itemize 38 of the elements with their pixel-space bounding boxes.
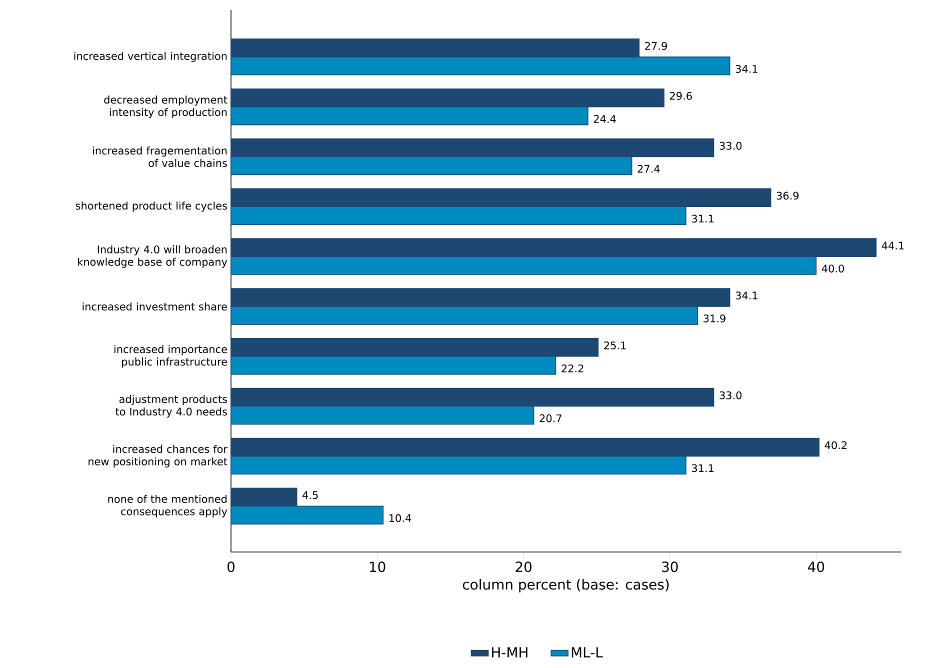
data-label: 29.6 — [670, 92, 692, 100]
x-tick-label: 30 — [662, 562, 678, 572]
y-tick-label: shortened product life cycles — [76, 202, 227, 212]
data-label: 31.1 — [692, 464, 714, 472]
data-label: 33.0 — [720, 391, 742, 400]
y-tick-label: Industry 4.0 will broaden knowledge base of company — [78, 245, 228, 268]
data-label: 44.1 — [882, 242, 904, 250]
data-label: 34.1 — [736, 64, 758, 73]
y-tick-label: increased chances for new positioning on market — [88, 444, 228, 468]
x-tick-label: 10 — [370, 562, 386, 572]
x-tick-label: 0 — [227, 562, 235, 572]
data-label: 31.9 — [704, 314, 726, 322]
data-label: 40.0 — [822, 264, 844, 272]
data-label: 25.1 — [604, 341, 626, 350]
data-label: 27.9 — [645, 42, 667, 50]
y-tick-label: none of the mentioned consequences apply — [108, 494, 228, 518]
data-label: 4.5 — [302, 491, 318, 499]
legend-label: ML-L — [572, 647, 603, 658]
legend-label: H-MH — [492, 647, 528, 658]
data-label: 22.2 — [562, 364, 584, 372]
data-label: 10.4 — [389, 514, 412, 522]
data-label: 33.0 — [720, 142, 742, 150]
data-label: 40.2 — [824, 441, 847, 450]
y-tick-label: adjustment products to Industry 4.0 needs — [116, 394, 227, 418]
y-tick-label: increased investment share — [82, 302, 227, 310]
y-tick-label: increased vertical integration — [74, 52, 227, 62]
x-axis-title: column percent (base: cases) — [462, 578, 669, 592]
y-tick-label: decreased employment intensity of production — [104, 96, 228, 118]
x-tick-label: 20 — [516, 562, 532, 572]
x-tick-label: 40 — [808, 562, 824, 572]
data-label: 20.7 — [540, 414, 562, 422]
y-tick-label: increased importance public infrastructure — [114, 345, 227, 368]
data-label: 34.1 — [736, 292, 758, 300]
data-label: 36.9 — [776, 192, 799, 200]
data-label: 31.1 — [692, 214, 714, 223]
data-label: 27.4 — [638, 164, 660, 173]
y-tick-label: increased fragementation of value chains — [92, 146, 227, 167]
data-label: 24.4 — [594, 114, 616, 123]
